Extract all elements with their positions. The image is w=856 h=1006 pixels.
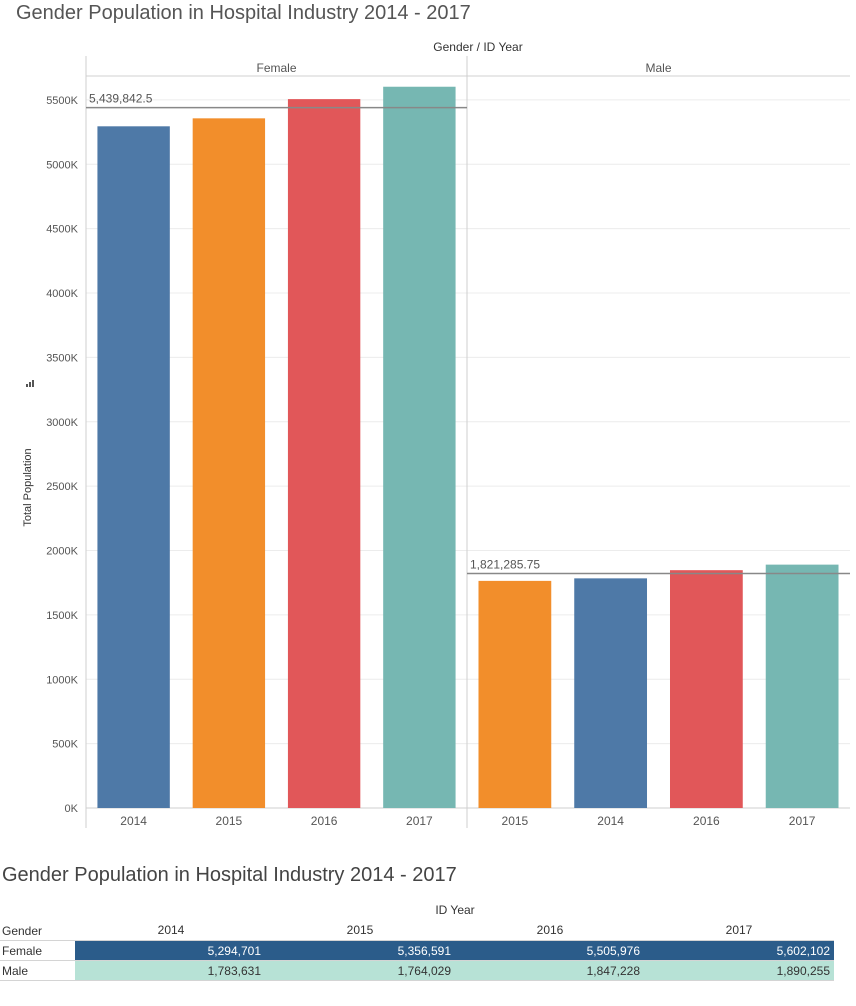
x-tick-label: 2014 — [120, 814, 147, 828]
y-tick-label: 500K — [52, 739, 78, 751]
x-tick-label: 2017 — [406, 814, 433, 828]
table-row: Female 5,294,701 5,356,591 5,505,976 5,6… — [0, 941, 834, 960]
chart-header: Gender / ID Year — [433, 40, 522, 54]
bar — [383, 86, 456, 808]
y-axis-label: Total Population — [22, 448, 34, 526]
sort-icon — [29, 382, 31, 387]
y-tick-label: 5500K — [46, 95, 78, 107]
table-year-header: 2014 — [157, 923, 185, 937]
table-cell: 5,505,976 — [586, 944, 640, 958]
y-tick-label: 4000K — [46, 288, 78, 300]
x-tick-label: 2017 — [789, 814, 816, 828]
table-column-title: ID Year — [435, 903, 475, 917]
panel-header-female: Female — [256, 61, 296, 75]
y-tick-label: 1000K — [46, 674, 78, 686]
sort-icon — [32, 380, 34, 387]
x-tick-label: 2016 — [311, 814, 338, 828]
panel-header-male: Male — [645, 61, 671, 75]
reference-line-label: 1,821,285.75 — [470, 558, 540, 572]
y-tick-label: 4500K — [46, 224, 78, 236]
table-row-band — [75, 941, 834, 960]
table-cell: 1,764,029 — [397, 964, 451, 978]
x-tick-label: 2015 — [216, 814, 243, 828]
table-cell: 1,847,228 — [586, 964, 640, 978]
bar-chart: Gender / ID Year 0K 500K 1000K 1500K 2000K 250… — [22, 40, 850, 828]
table-divider — [0, 960, 834, 961]
bar — [287, 99, 361, 808]
table-divider — [0, 940, 834, 941]
sort-icon — [26, 384, 28, 387]
table-row-label: Female — [2, 944, 43, 958]
x-tick-label: 2014 — [597, 814, 624, 828]
table-divider — [0, 980, 834, 981]
x-tick-label: 2015 — [502, 814, 529, 828]
table-row-header: Gender — [2, 924, 43, 938]
y-tick-label: 3000K — [46, 417, 78, 429]
y-tick-label: 2000K — [46, 546, 78, 558]
y-tick-label: 3500K — [46, 352, 78, 364]
y-tick-label: 2500K — [46, 481, 78, 493]
bar — [574, 578, 648, 808]
table-row-band — [75, 961, 834, 980]
bar — [765, 564, 839, 808]
bar — [192, 118, 266, 808]
table-cell: 1,890,255 — [776, 964, 830, 978]
chart-title: Gender Population in Hospital Industry 2… — [16, 2, 471, 24]
y-tick-label: 0K — [65, 803, 79, 815]
y-tick-label: 5000K — [46, 159, 78, 171]
table-year-header: 2017 — [725, 923, 753, 937]
table-cell: 5,602,102 — [776, 944, 830, 958]
reference-line-label: 5,439,842.5 — [89, 92, 153, 106]
table-cell: 5,294,701 — [207, 944, 261, 958]
table-year-header: 2015 — [346, 923, 374, 937]
bar — [97, 126, 170, 808]
bar — [669, 570, 743, 808]
table-title: Gender Population in Hospital Industry 2… — [2, 864, 457, 886]
table-year-header: 2016 — [536, 923, 564, 937]
table-row-label: Male — [2, 964, 29, 978]
y-tick-label: 1500K — [46, 610, 78, 622]
table-cell: 5,356,591 — [397, 944, 451, 958]
table-cell: 1,783,631 — [207, 964, 261, 978]
bar — [478, 580, 552, 808]
x-tick-label: 2016 — [693, 814, 720, 828]
table-row: Male 1,783,631 1,764,029 1,847,228 1,890… — [0, 961, 834, 980]
